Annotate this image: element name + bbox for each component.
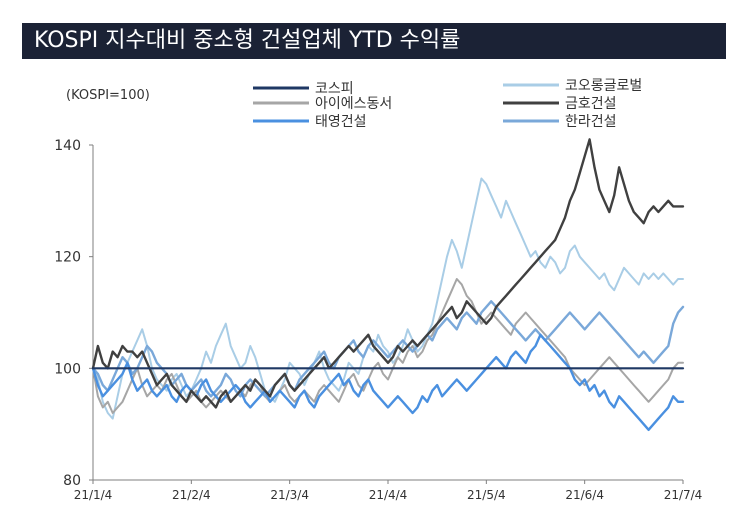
- series-line-3: [91, 138, 685, 409]
- series-line-4: [91, 333, 685, 431]
- legend-label-0: 코스피: [315, 81, 354, 97]
- legend-label-3: 금호건설: [565, 96, 617, 112]
- axes: 80 100 120 140 21/1/4 21/2/4 21/3/4 21/4/4 21/5/…: [54, 138, 702, 502]
- x-tick-label: 21/3/4: [270, 488, 309, 502]
- legend-label-1: 코오롱글로벌: [565, 78, 642, 94]
- x-tick-label: 21/2/4: [172, 488, 211, 502]
- y-tick-label: 80: [63, 473, 81, 489]
- x-tick-label: 21/1/4: [74, 488, 113, 502]
- y-tick-label: 140: [54, 138, 81, 154]
- series-line-2: [92, 278, 684, 414]
- x-tick-label: 21/5/4: [467, 488, 506, 502]
- y-tick-label: 100: [54, 361, 81, 377]
- title-bar: KOSPI 지수대비 중소형 건설업체 YTD 수익률: [22, 23, 726, 59]
- series-line-5: [91, 300, 685, 398]
- chart-title: KOSPI 지수대비 중소형 건설업체 YTD 수익률: [34, 28, 461, 53]
- legend-label-2: 아이에스동서: [315, 96, 392, 112]
- legend-label-4: 태영건설: [315, 114, 367, 130]
- x-tick-label: 21/4/4: [369, 488, 408, 502]
- series-line-1: [92, 177, 684, 420]
- x-tick-label: 21/7/4: [664, 488, 703, 502]
- legend-label-5: 한라건설: [565, 114, 617, 130]
- series-lines: [91, 138, 685, 431]
- x-tick-label: 21/6/4: [565, 488, 604, 502]
- y-tick-label: 120: [54, 250, 81, 266]
- unit-label: (KOSPI=100): [66, 88, 150, 103]
